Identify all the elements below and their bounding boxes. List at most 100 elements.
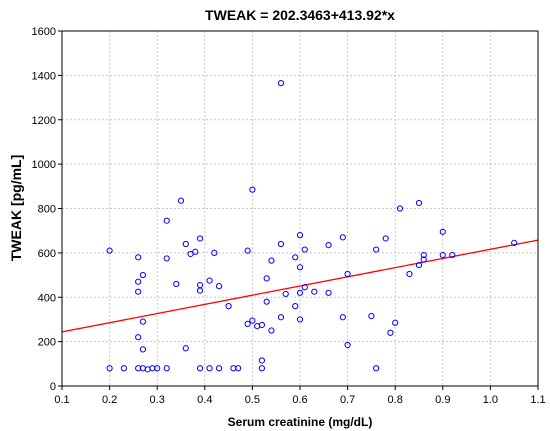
data-point — [163, 255, 170, 262]
x-tick-label: 0.6 — [292, 394, 307, 406]
data-point — [196, 281, 204, 289]
data-point — [420, 251, 427, 259]
data-point — [139, 271, 147, 279]
data-point — [215, 365, 223, 372]
data-point — [135, 278, 142, 285]
data-point — [373, 246, 380, 253]
y-tick-label: 800 — [38, 204, 56, 216]
data-point — [192, 248, 199, 255]
data-point — [182, 240, 189, 248]
data-point — [292, 303, 299, 310]
data-point — [211, 249, 218, 256]
data-point — [339, 234, 346, 241]
data-point — [292, 254, 299, 261]
data-point — [339, 314, 346, 321]
chart-title: TWEAK = 202.3463+413.92*x — [205, 7, 395, 23]
data-point — [415, 199, 423, 207]
data-point — [135, 288, 142, 295]
data-point — [296, 316, 304, 323]
y-tick-label: 0 — [50, 381, 56, 393]
x-tick-label: 0.5 — [245, 394, 260, 406]
x-tick-label: 1.1 — [530, 394, 545, 406]
data-point — [106, 365, 113, 372]
data-point — [196, 287, 204, 294]
data-point — [344, 341, 351, 349]
data-point — [415, 261, 423, 269]
x-tick-label: 0.7 — [340, 394, 355, 406]
data-point — [387, 329, 394, 336]
x-tick-label: 0.4 — [197, 394, 212, 406]
data-point — [325, 289, 332, 296]
regression-line — [61, 239, 539, 333]
data-point — [311, 288, 318, 295]
data-point — [225, 303, 232, 310]
data-point — [135, 334, 142, 341]
data-point — [182, 345, 189, 352]
data-point — [368, 313, 375, 320]
data-point — [511, 239, 518, 246]
data-point — [382, 235, 389, 242]
x-axis-ticks: 0.1 0.2 0.3 0.4 0.5 0.6 0.7 0.8 0.9 1.0 1.1 — [54, 386, 546, 406]
data-point — [268, 327, 275, 334]
data-point — [296, 289, 304, 296]
x-tick-label: 0.8 — [388, 394, 403, 406]
data-point — [301, 246, 308, 253]
data-point — [392, 319, 399, 326]
data-point — [344, 270, 351, 278]
data-point — [235, 365, 242, 372]
x-tick-label: 1.0 — [483, 394, 498, 406]
data-point — [215, 283, 223, 290]
x-tick-label: 0.3 — [150, 394, 165, 406]
data-point — [406, 270, 413, 278]
data-point — [173, 280, 180, 288]
data-point — [258, 321, 266, 329]
data-point — [258, 365, 266, 372]
data-point — [139, 318, 147, 325]
data-point — [373, 365, 380, 372]
data-point — [325, 242, 332, 249]
y-axis-ticks: 0 200 400 600 800 1000 1200 1400 1600 — [32, 26, 62, 393]
data-point — [154, 365, 161, 372]
data-point — [196, 365, 204, 372]
data-point — [268, 257, 275, 264]
data-point — [282, 290, 289, 298]
data-point — [139, 346, 147, 353]
data-point — [396, 205, 404, 212]
y-tick-label: 400 — [38, 292, 56, 304]
y-tick-label: 200 — [38, 337, 56, 349]
data-point — [258, 357, 266, 364]
data-point — [206, 365, 213, 372]
data-point — [135, 254, 142, 261]
data-point — [439, 251, 446, 259]
x-tick-label: 0.2 — [102, 394, 117, 406]
x-axis-label: Serum creatinine (mg/dL) — [228, 415, 373, 429]
y-tick-label: 1200 — [32, 115, 56, 127]
data-point — [277, 80, 285, 87]
data-point — [301, 284, 308, 291]
data-point — [420, 256, 427, 263]
data-point — [263, 275, 270, 282]
data-point — [177, 197, 185, 204]
data-point — [249, 186, 256, 193]
y-tick-label: 1600 — [32, 26, 56, 38]
data-point — [163, 365, 170, 372]
data-point — [163, 217, 170, 224]
data-point — [244, 247, 251, 254]
y-axis-label: TWEAK [pg/mL] — [8, 155, 24, 262]
x-tick-label: 0.1 — [54, 394, 69, 406]
data-point — [244, 320, 251, 327]
data-point — [277, 314, 285, 321]
gridlines — [62, 31, 538, 386]
y-tick-label: 1400 — [32, 70, 56, 82]
data-point — [196, 235, 204, 242]
data-point — [277, 240, 285, 248]
data-point — [249, 317, 256, 324]
data-points — [106, 80, 518, 373]
data-point — [296, 264, 304, 271]
data-point — [106, 247, 113, 254]
x-tick-label: 0.9 — [435, 394, 450, 406]
fit-line — [61, 239, 539, 333]
data-point — [439, 228, 446, 235]
data-point — [449, 251, 456, 259]
